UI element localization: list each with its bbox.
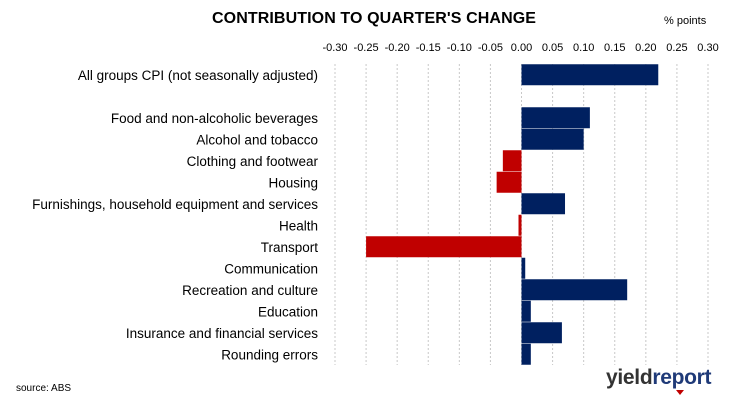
bar bbox=[521, 107, 590, 129]
category-labels: All groups CPI (not seasonally adjusted)… bbox=[32, 68, 318, 363]
category-label: Insurance and financial services bbox=[126, 326, 318, 341]
category-label: Recreation and culture bbox=[182, 283, 318, 298]
bar bbox=[521, 322, 562, 344]
source-note: source: ABS bbox=[16, 383, 72, 394]
units-label: % points bbox=[664, 15, 707, 27]
x-tick-labels: -0.30 -0.25 -0.20 -0.15 -0.10 -0.05 0.00 0.05 0.… bbox=[322, 42, 718, 54]
chart-title: CONTRIBUTION TO QUARTER'S CHANGE bbox=[212, 10, 537, 27]
yieldreport-logo: yieldreport bbox=[606, 366, 712, 390]
x-tick-label: 0.25 bbox=[666, 42, 687, 54]
x-tick-label: 0.10 bbox=[573, 42, 594, 54]
logo-part-yield: yield bbox=[606, 366, 653, 389]
x-tick-label: 0.30 bbox=[697, 42, 718, 54]
category-label: Transport bbox=[261, 240, 319, 255]
x-tick-label: -0.15 bbox=[416, 42, 441, 54]
category-label: Clothing and footwear bbox=[187, 154, 319, 169]
x-tick-label: 0.05 bbox=[542, 42, 563, 54]
x-tick-label: -0.25 bbox=[354, 42, 379, 54]
logo-part-report: report bbox=[652, 366, 712, 389]
bar bbox=[521, 193, 566, 215]
logo-marker-icon bbox=[676, 390, 684, 395]
category-label: Alcohol and tobacco bbox=[196, 132, 318, 147]
category-label: All groups CPI (not seasonally adjusted) bbox=[78, 68, 318, 83]
x-tick-label: -0.20 bbox=[385, 42, 410, 54]
bar bbox=[521, 128, 584, 150]
category-label: Furnishings, household equipment and ser… bbox=[32, 197, 318, 212]
category-label: Housing bbox=[268, 175, 318, 190]
x-tick-label: 0.00 bbox=[511, 42, 532, 54]
bar bbox=[521, 300, 531, 322]
bar bbox=[496, 171, 522, 193]
bar bbox=[521, 64, 659, 86]
bar bbox=[366, 236, 522, 258]
category-label: Education bbox=[258, 304, 318, 319]
bar bbox=[521, 279, 628, 301]
category-label: Food and non-alcoholic beverages bbox=[111, 111, 318, 126]
x-tick-label: -0.30 bbox=[322, 42, 347, 54]
x-tick-label: -0.10 bbox=[447, 42, 472, 54]
bar bbox=[521, 257, 526, 279]
x-tick-label: 0.20 bbox=[635, 42, 656, 54]
x-tick-label: -0.05 bbox=[478, 42, 503, 54]
category-label: Rounding errors bbox=[221, 347, 318, 362]
category-label: Health bbox=[279, 218, 318, 233]
category-label: Communication bbox=[224, 261, 318, 276]
bars bbox=[366, 64, 659, 365]
bar bbox=[502, 150, 522, 172]
x-tick-label: 0.15 bbox=[604, 42, 625, 54]
bar bbox=[521, 343, 531, 365]
bar bbox=[518, 214, 522, 236]
